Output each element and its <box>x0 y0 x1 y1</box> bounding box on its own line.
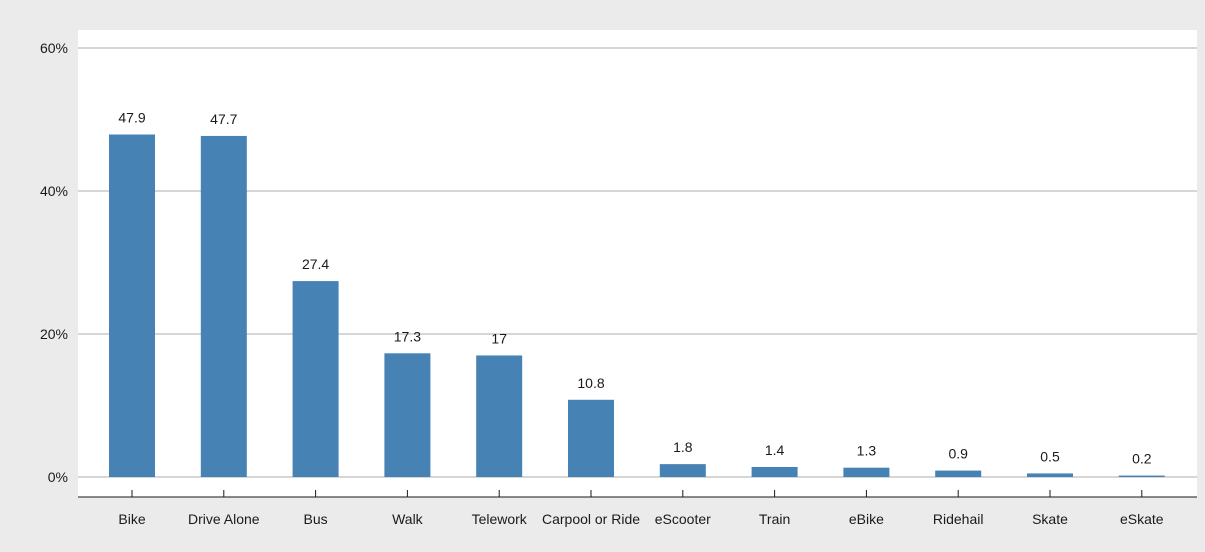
x-tick-label: Bike <box>118 511 145 527</box>
bar-value-label: 0.2 <box>1132 451 1152 467</box>
bar-value-label: 0.9 <box>948 446 968 462</box>
bar <box>384 353 431 477</box>
x-tick-label: Walk <box>392 511 424 527</box>
x-tick-label: Train <box>759 511 790 527</box>
bar <box>476 355 523 477</box>
bar <box>935 470 982 477</box>
gridlines <box>78 47 1197 478</box>
bar <box>659 464 706 477</box>
y-axis-ticks: 0% 20% 40% 60% <box>40 40 68 485</box>
bar <box>843 467 890 477</box>
bars <box>109 134 1165 477</box>
bar-value-label: 17 <box>491 330 507 346</box>
x-tick-label: Carpool or Ride <box>542 511 640 527</box>
bar <box>1027 473 1073 477</box>
bar-value-label: 0.5 <box>1040 448 1060 464</box>
bar-value-label: 1.3 <box>857 443 877 459</box>
bar <box>751 466 798 477</box>
x-tick-label: eSkate <box>1120 511 1164 527</box>
bar-value-label: 27.4 <box>302 256 329 272</box>
bar-value-label: 1.8 <box>673 439 693 455</box>
bar <box>568 399 614 477</box>
data-labels: 47.9 47.7 27.4 17.3 17 10.8 1.8 1.4 1.3 0.9 0.5 0.2 <box>118 110 1151 467</box>
bar-value-label: 1.4 <box>765 442 785 458</box>
bar <box>292 281 339 477</box>
x-tick-label: Drive Alone <box>188 511 260 527</box>
plot-background <box>78 30 1197 497</box>
x-tick-label: Skate <box>1032 511 1068 527</box>
x-axis-ticks: Bike Drive Alone Bus Walk Telework Carpool or… <box>118 490 1164 527</box>
x-tick-label: Telework <box>472 511 528 527</box>
y-tick-label: 20% <box>40 326 68 342</box>
bar-value-label: 17.3 <box>394 328 421 344</box>
y-tick-label: 40% <box>40 183 68 199</box>
x-tick-label: Bus <box>304 511 328 527</box>
y-tick-label: 0% <box>48 469 68 485</box>
bar <box>1118 475 1165 477</box>
bar <box>109 134 155 477</box>
y-tick-label: 60% <box>40 40 68 56</box>
bar <box>200 135 247 477</box>
bar-value-label: 47.9 <box>118 110 145 126</box>
x-tick-label: eBike <box>849 511 884 527</box>
x-tick-label: eScooter <box>655 511 711 527</box>
bar-value-label: 47.7 <box>210 111 237 127</box>
bar-value-label: 10.8 <box>577 375 604 391</box>
x-tick-label: Ridehail <box>933 511 984 527</box>
